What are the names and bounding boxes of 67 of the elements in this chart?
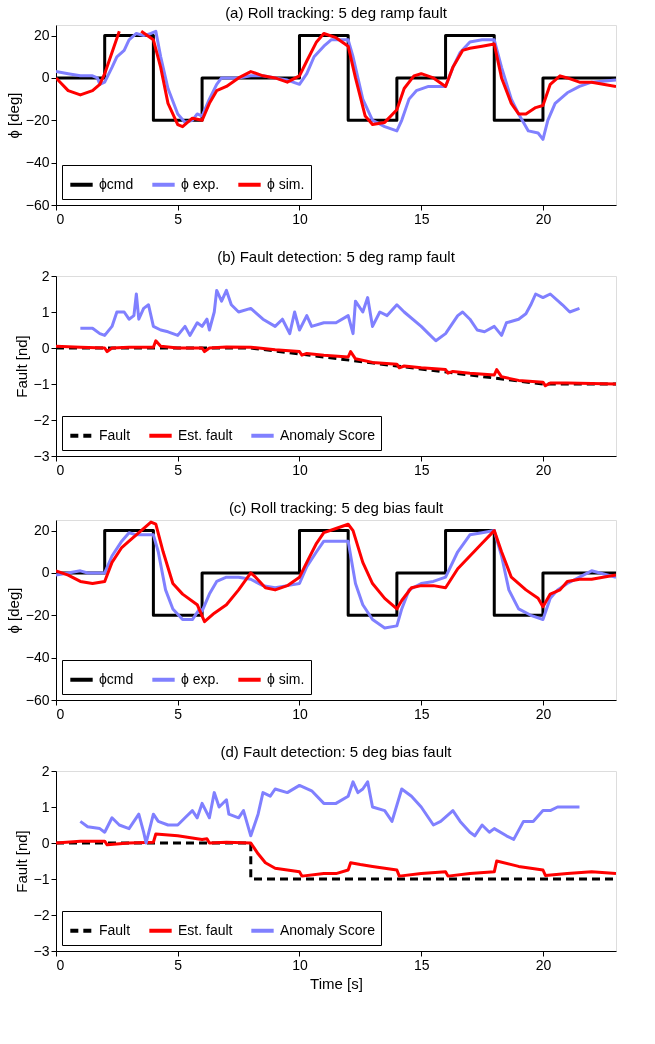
y-tick-label: −2	[33, 906, 50, 923]
y-tick-label: −3	[33, 447, 50, 464]
x-tick-label: 20	[535, 705, 552, 722]
y-tick-label: 1	[41, 798, 50, 815]
legend-label: ϕ exp.	[181, 175, 220, 192]
chart-title: (a) Roll tracking: 5 deg ramp fault	[225, 4, 448, 21]
y-tick-label: 20	[33, 522, 50, 539]
x-tick-label: 15	[413, 461, 430, 478]
y-tick-label: 20	[33, 27, 50, 44]
y-tick-label: −60	[25, 691, 50, 708]
line-series	[56, 339, 616, 388]
legend-label: Est. fault	[178, 921, 233, 938]
x-tick-label: 10	[292, 210, 308, 227]
x-tick-label: 0	[56, 705, 65, 722]
y-tick-label: −20	[25, 111, 50, 128]
y-tick-label: 2	[41, 267, 50, 284]
y-tick-label: 1	[41, 303, 50, 320]
x-tick-label: 20	[535, 210, 552, 227]
x-tick-label: 20	[535, 461, 552, 478]
y-tick-label: −1	[33, 375, 50, 392]
legend-label: Fault	[99, 921, 131, 938]
y-tick-label: −1	[33, 870, 50, 887]
legend-label: Est. fault	[178, 426, 233, 443]
line-series	[56, 832, 616, 878]
line-series	[78, 288, 581, 343]
y-axis-title: Fault [nd]	[12, 830, 30, 893]
legend-label: ϕ sim.	[267, 175, 305, 192]
y-axis-title: ϕ [deg]	[4, 587, 22, 634]
x-tick-label: 20	[535, 956, 552, 973]
x-tick-label: 5	[174, 705, 183, 722]
y-tick-label: −40	[25, 154, 50, 171]
legend-label: ϕ sim.	[267, 670, 305, 687]
x-tick-label: 5	[174, 461, 183, 478]
y-tick-label: −20	[25, 606, 50, 623]
x-axis-title: Time [s]	[310, 974, 363, 992]
x-tick-label: 0	[56, 956, 65, 973]
legend-label: Anomaly Score	[280, 426, 376, 443]
legend-label: ϕcmd	[99, 175, 134, 192]
chart-title: (b) Fault detection: 5 deg ramp fault	[217, 248, 456, 265]
y-tick-label: 2	[41, 762, 50, 779]
y-axis-title: ϕ [deg]	[4, 92, 22, 139]
legend-label: ϕ exp.	[181, 670, 220, 687]
x-tick-label: 15	[413, 705, 430, 722]
legend-label: ϕcmd	[99, 670, 134, 687]
x-tick-label: 0	[56, 461, 65, 478]
y-tick-label: 0	[41, 564, 50, 581]
y-tick-label: 0	[41, 69, 50, 86]
x-tick-label: 5	[174, 956, 183, 973]
legend-label: Fault	[99, 426, 131, 443]
y-tick-label: −3	[33, 942, 50, 959]
x-tick-label: 0	[56, 210, 65, 227]
x-tick-label: 10	[292, 461, 308, 478]
x-tick-label: 15	[413, 956, 430, 973]
x-tick-label: 10	[292, 956, 308, 973]
y-tick-label: −2	[33, 411, 50, 428]
legend-label: Anomaly Score	[280, 921, 376, 938]
chart-title: (c) Roll tracking: 5 deg bias fault	[228, 499, 444, 516]
y-tick-label: 0	[41, 339, 50, 356]
line-series	[78, 780, 581, 845]
x-tick-label: 15	[413, 210, 430, 227]
y-tick-label: −40	[25, 649, 50, 666]
y-axis-title: Fault [nd]	[12, 335, 30, 398]
x-tick-label: 10	[292, 705, 308, 722]
y-tick-label: 0	[41, 834, 50, 851]
chart-title: (d) Fault detection: 5 deg bias fault	[220, 743, 453, 760]
y-tick-label: −60	[25, 196, 50, 213]
x-tick-label: 5	[174, 210, 183, 227]
